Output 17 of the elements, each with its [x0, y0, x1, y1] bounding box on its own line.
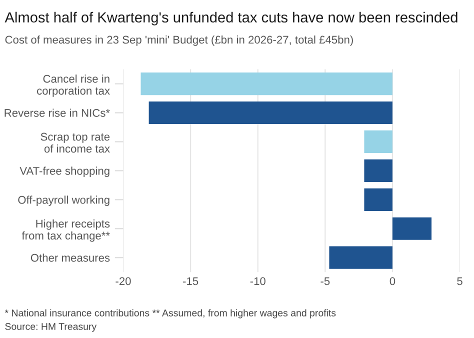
x-tick-label: -15	[183, 277, 198, 286]
text: * National insurance contributions ** Assumed, from higher wages and profits	[4, 309, 336, 318]
x-tick-label: -5	[320, 277, 330, 286]
y-tick-label: Other measures	[30, 254, 110, 262]
y-tick-label: VAT-free shopping	[20, 166, 110, 178]
source-note: Source: HM Treasury	[5, 323, 97, 332]
y-tick-label: Scrap top rate of income tax	[40, 132, 110, 153]
x-tick-label: -20	[116, 277, 131, 286]
y-tick-label: Reverse rise in NICs*	[4, 108, 110, 117]
y-tick-label: Higher receipts from tax change**	[22, 219, 110, 242]
chart-subtitle: Cost of measures in 23 Sep 'mini' Budget (£bn in 2026-27, total £45bn)	[5, 35, 353, 46]
y-tick-label: Off-payroll working	[18, 196, 110, 206]
chart-title: Almost half of Kwarteng's unfunded tax cuts have now been rescinded	[4, 12, 458, 26]
x-tick-label: 5	[457, 277, 462, 286]
x-tick-label: 0	[390, 277, 396, 286]
y-tick-label: Cancel rise in corporation tax	[37, 74, 110, 97]
x-tick-label: -10	[250, 277, 266, 286]
